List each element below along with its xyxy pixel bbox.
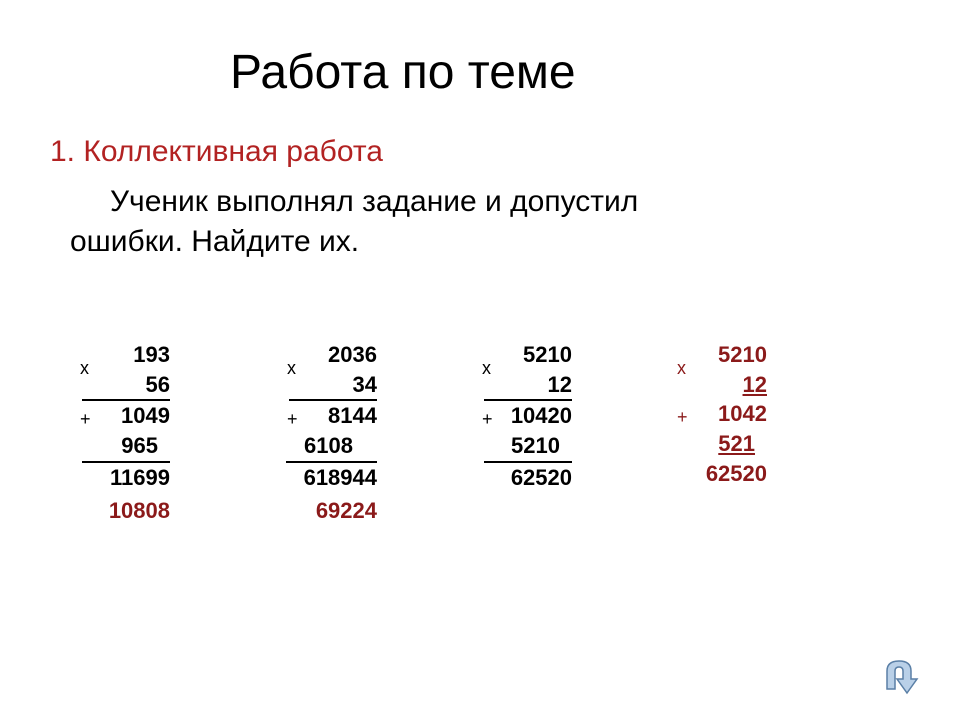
plus-icon: + xyxy=(677,405,688,429)
p3-multiplier-row: х 12 xyxy=(484,370,572,400)
p3-multiplicand: 5210 xyxy=(484,340,572,370)
p2-partial-1-row: + 8144 xyxy=(289,399,377,431)
p1-result: 11699 xyxy=(82,461,170,493)
p4-result: 62520 xyxy=(679,459,767,489)
multiply-icon: х xyxy=(80,356,89,380)
multiply-icon: х xyxy=(677,356,686,380)
intro-line-1: Ученик выполнял задание и допустил xyxy=(110,185,638,219)
p4-partial-1: 1042 xyxy=(718,401,767,426)
p4-multiplicand: 5210 xyxy=(679,340,767,370)
multiply-icon: х xyxy=(482,356,491,380)
plus-icon: + xyxy=(287,407,298,431)
problem-2: 2036 х 34 + 8144 6108 618944 69224 xyxy=(265,340,377,526)
p3-partial-2: 5210 xyxy=(472,431,572,461)
p2-correct-answer: 69224 xyxy=(289,496,377,526)
p2-multiplicand: 2036 xyxy=(289,340,377,370)
p1-correct-answer: 10808 xyxy=(82,496,170,526)
intro-line-2: ошибки. Найдите их. xyxy=(70,225,359,259)
plus-icon: + xyxy=(80,407,91,431)
p1-partial-2: 965 xyxy=(70,431,170,461)
p3-partial-1-row: + 10420 xyxy=(484,399,572,431)
problem-3: 5210 х 12 + 10420 5210 62520 xyxy=(472,340,572,526)
problems-container: 193 х 56 + 1049 965 11699 10808 2036 х 3… xyxy=(70,340,767,526)
p1-multiplicand: 193 xyxy=(82,340,170,370)
p1-partial-1: 1049 xyxy=(121,403,170,428)
page-title: Работа по теме xyxy=(230,45,576,100)
problem-1: 193 х 56 + 1049 965 11699 10808 xyxy=(70,340,170,526)
p2-partial-1: 8144 xyxy=(328,403,377,428)
p4-multiplier: 12 xyxy=(743,372,767,397)
section-subtitle: 1. Коллективная работа xyxy=(50,135,383,169)
p1-multiplier-row: х 56 xyxy=(82,370,170,400)
problem-4: 5210 х 12 + 1042 521 62520 xyxy=(667,340,767,526)
p3-result: 62520 xyxy=(484,461,572,493)
p3-partial-1: 10420 xyxy=(511,403,572,428)
p2-multiplier: 34 xyxy=(353,372,377,397)
p2-partial-2: 6108 xyxy=(265,431,377,461)
p4-partial-2: 521 xyxy=(667,429,767,459)
p4-multiplier-row: х 12 xyxy=(679,370,767,400)
multiply-icon: х xyxy=(287,356,296,380)
p1-partial-1-row: + 1049 xyxy=(82,399,170,431)
p4-partial-1-row: + 1042 xyxy=(679,399,767,429)
u-turn-arrow-icon xyxy=(875,655,925,695)
p2-result: 618944 xyxy=(286,461,377,493)
p2-multiplier-row: х 34 xyxy=(289,370,377,400)
plus-icon: + xyxy=(482,407,493,431)
p3-multiplier: 12 xyxy=(548,372,572,397)
back-button[interactable] xyxy=(875,655,925,695)
p1-multiplier: 56 xyxy=(146,372,170,397)
